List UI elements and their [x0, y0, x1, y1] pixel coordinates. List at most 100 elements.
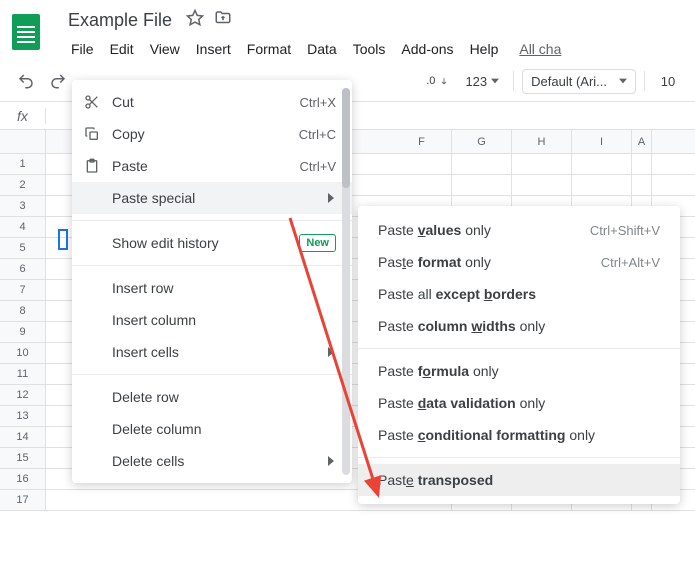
submenu-item-label: Paste format only	[378, 254, 577, 270]
row-header[interactable]: 2	[0, 175, 45, 196]
move-folder-icon[interactable]	[214, 9, 232, 32]
row-header[interactable]: 10	[0, 343, 45, 364]
shortcut-label: Ctrl+V	[300, 159, 336, 174]
undo-button[interactable]	[12, 67, 40, 95]
submenu-item[interactable]: Paste column widths only	[358, 310, 680, 342]
row-header[interactable]: 9	[0, 322, 45, 343]
cell[interactable]	[512, 154, 572, 174]
menu-item-cut[interactable]: CutCtrl+X	[72, 86, 352, 118]
menu-item-label: Insert row	[112, 280, 336, 296]
submenu-item-label: Paste values only	[378, 222, 566, 238]
new-badge: New	[299, 234, 336, 252]
submenu-item-label: Paste formula only	[378, 363, 660, 379]
cell[interactable]	[632, 175, 652, 195]
star-icon[interactable]	[186, 9, 204, 32]
column-header[interactable]: F	[392, 130, 452, 153]
column-header[interactable]: G	[452, 130, 512, 153]
cell[interactable]	[632, 154, 652, 174]
all-changes-link[interactable]: All cha	[519, 37, 561, 61]
menu-item-delete-cells[interactable]: Delete cells	[72, 445, 352, 477]
row-header[interactable]: 8	[0, 301, 45, 322]
column-header[interactable]: I	[572, 130, 632, 153]
row-header[interactable]: 7	[0, 280, 45, 301]
submenu-item[interactable]: Paste formula only	[358, 355, 680, 387]
cell[interactable]	[512, 175, 572, 195]
menu-tools[interactable]: Tools	[346, 37, 393, 61]
select-all-corner[interactable]	[0, 130, 45, 154]
menu-item-insert-column[interactable]: Insert column	[72, 304, 352, 336]
menu-add-ons[interactable]: Add-ons	[394, 37, 460, 61]
row-header[interactable]: 12	[0, 385, 45, 406]
context-menu: CutCtrl+X Copy Ctrl+C Paste Ctrl+V Paste spec…	[72, 80, 352, 483]
menu-view[interactable]: View	[143, 37, 187, 61]
font-family-dropdown[interactable]: Default (Ari...	[522, 69, 636, 94]
row-header[interactable]: 11	[0, 364, 45, 385]
menu-item-label: Copy	[112, 126, 269, 142]
submenu-item-label: Paste all except borders	[378, 286, 660, 302]
menu-scrollbar[interactable]	[342, 88, 350, 475]
submenu-arrow-icon	[328, 453, 336, 469]
redo-button[interactable]	[44, 67, 72, 95]
fx-label: fx	[0, 108, 46, 124]
document-title[interactable]: Example File	[64, 8, 176, 33]
menu-item-label: Cut	[112, 94, 270, 110]
cell[interactable]	[572, 175, 632, 195]
menu-item-paste-special[interactable]: Paste special	[72, 182, 352, 214]
decrease-decimal-button[interactable]: .0	[420, 75, 455, 87]
row-header[interactable]: 1	[0, 154, 45, 175]
row-header[interactable]: 3	[0, 196, 45, 217]
submenu-item-label: Paste conditional formatting only	[378, 427, 660, 443]
cell[interactable]	[392, 175, 452, 195]
submenu-item-label: Paste transposed	[378, 472, 660, 488]
menu-item-label: Show edit history	[112, 235, 287, 251]
font-size-input[interactable]: 10	[653, 74, 683, 89]
menu-help[interactable]: Help	[463, 37, 506, 61]
menu-item-copy[interactable]: Copy Ctrl+C	[72, 118, 352, 150]
menu-item-show-edit-history[interactable]: Show edit history New	[72, 227, 352, 259]
paste-special-submenu: Paste values onlyCtrl+Shift+VPaste forma…	[358, 206, 680, 504]
menu-item-paste[interactable]: Paste Ctrl+V	[72, 150, 352, 182]
menu-format[interactable]: Format	[240, 37, 298, 61]
submenu-item[interactable]: Paste conditional formatting only	[358, 419, 680, 451]
menu-item-delete-row[interactable]: Delete row	[72, 381, 352, 413]
menu-item-delete-column[interactable]: Delete column	[72, 413, 352, 445]
menu-data[interactable]: Data	[300, 37, 344, 61]
menu-file[interactable]: File	[64, 37, 101, 61]
cell[interactable]	[392, 154, 452, 174]
menu-item-label: Delete column	[112, 421, 336, 437]
row-header[interactable]: 4	[0, 217, 45, 238]
submenu-arrow-icon	[328, 190, 336, 206]
menu-edit[interactable]: Edit	[103, 37, 141, 61]
submenu-item[interactable]: Paste all except borders	[358, 278, 680, 310]
submenu-arrow-icon	[328, 344, 336, 360]
cell[interactable]	[452, 175, 512, 195]
submenu-item[interactable]: Paste transposed	[358, 464, 680, 496]
selected-cell-indicator	[58, 229, 68, 250]
submenu-item-label: Paste data validation only	[378, 395, 660, 411]
menu-insert[interactable]: Insert	[189, 37, 238, 61]
row-header[interactable]: 5	[0, 238, 45, 259]
row-header[interactable]: 16	[0, 469, 45, 490]
menubar: FileEditViewInsertFormatDataToolsAdd-ons…	[64, 37, 683, 61]
paste-icon	[84, 158, 112, 174]
cell[interactable]	[452, 154, 512, 174]
menu-item-insert-row[interactable]: Insert row	[72, 272, 352, 304]
sheets-logo[interactable]	[12, 14, 52, 54]
column-header[interactable]: A	[632, 130, 652, 153]
cell[interactable]	[572, 154, 632, 174]
row-header[interactable]: 15	[0, 448, 45, 469]
submenu-item[interactable]: Paste format onlyCtrl+Alt+V	[358, 246, 680, 278]
row-header[interactable]: 14	[0, 427, 45, 448]
row-header[interactable]: 17	[0, 490, 45, 511]
submenu-item[interactable]: Paste values onlyCtrl+Shift+V	[358, 214, 680, 246]
shortcut-label: Ctrl+C	[299, 127, 336, 142]
column-header[interactable]: H	[512, 130, 572, 153]
menu-item-label: Paste	[112, 158, 270, 174]
row-header[interactable]: 6	[0, 259, 45, 280]
submenu-item[interactable]: Paste data validation only	[358, 387, 680, 419]
copy-icon	[84, 126, 112, 142]
menu-item-label: Paste special	[112, 190, 298, 206]
row-header[interactable]: 13	[0, 406, 45, 427]
menu-item-insert-cells[interactable]: Insert cells	[72, 336, 352, 368]
number-format-button[interactable]: 123	[459, 74, 505, 89]
